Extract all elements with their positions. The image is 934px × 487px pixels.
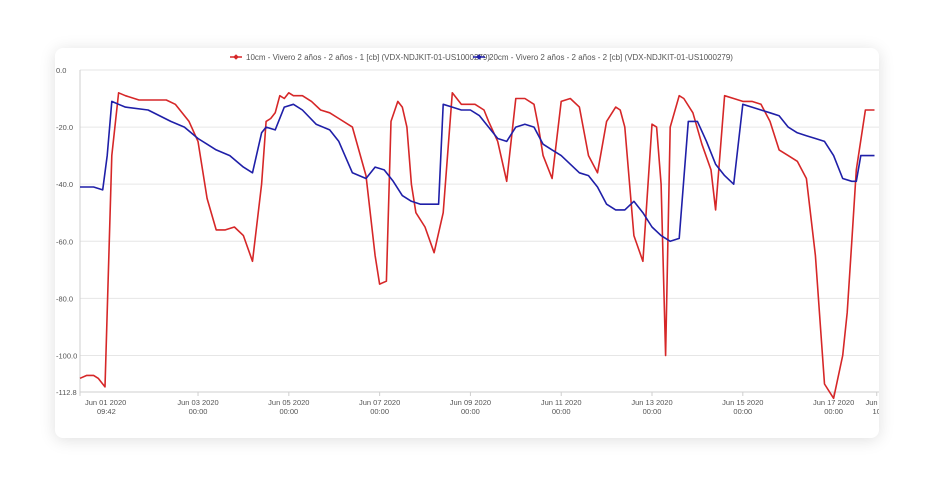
x-tick-label: Jun 03 2020 (177, 398, 218, 407)
x-tick-sublabel: 10 (873, 407, 879, 416)
x-tick-sublabel: 00:00 (189, 407, 208, 416)
grid (80, 69, 879, 393)
legend-label: 10cm - Vivero 2 años - 2 años - 1 [cb] (… (246, 53, 490, 62)
legend-label: 20cm - Vivero 2 años - 2 años - 2 [cb] (… (489, 53, 733, 62)
x-tick-label: Jun 13 2020 (631, 398, 672, 407)
x-tick-label: Jun 15 2020 (722, 398, 763, 407)
x-tick-sublabel: 09:42 (97, 407, 116, 416)
legend-item[interactable]: 10cm - Vivero 2 años - 2 años - 1 [cb] (… (230, 53, 490, 62)
y-tick-label: -40.0 (56, 180, 73, 189)
x-tick-label: Jun 07 2020 (359, 398, 400, 407)
series-layer (79, 91, 875, 400)
axes: 0.0 -20.0 -40.0 -60.0 -80.0 -100.0 -112.8 Jun 0… (56, 66, 879, 416)
x-tick-label: Jun 09 2020 (450, 398, 491, 407)
y-tick-label: -20.0 (56, 123, 73, 132)
line-chart: 10cm - Vivero 2 años - 2 años - 1 [cb] (… (56, 53, 879, 416)
legend[interactable]: 10cm - Vivero 2 años - 2 años - 1 [cb] (… (230, 53, 733, 62)
x-tick-sublabel: 00:00 (461, 407, 480, 416)
x-tick-sublabel: 00:00 (824, 407, 843, 416)
y-tick-label: -100.0 (56, 351, 77, 360)
x-tick-sublabel: 00:00 (279, 407, 298, 416)
y-tick-label: 0.0 (56, 66, 66, 75)
x-tick-label: Jun 11 2020 (541, 398, 582, 407)
x-tick-sublabel: 00:00 (643, 407, 662, 416)
x-tick-sublabel: 00:00 (733, 407, 752, 416)
series-20cm-line (80, 100, 875, 243)
x-tick-label: Jun 18 (865, 398, 879, 407)
y-tick-label: -80.0 (56, 294, 73, 303)
chart-card: 10cm - Vivero 2 años - 2 años - 1 [cb] (… (55, 48, 879, 438)
x-tick-label: Jun 17 2020 (813, 398, 854, 407)
legend-item[interactable]: 20cm - Vivero 2 años - 2 años - 2 [cb] (… (473, 53, 733, 62)
x-tick-sublabel: 00:00 (370, 407, 389, 416)
series-10cm-line (79, 91, 875, 400)
legend-marker (233, 54, 239, 60)
y-tick-label: -112.8 (56, 388, 77, 397)
x-tick-label: Jun 05 2020 (268, 398, 309, 407)
x-tick-label: Jun 01 2020 (85, 398, 126, 407)
x-tick-sublabel: 00:00 (552, 407, 571, 416)
y-tick-label: -60.0 (56, 237, 73, 246)
